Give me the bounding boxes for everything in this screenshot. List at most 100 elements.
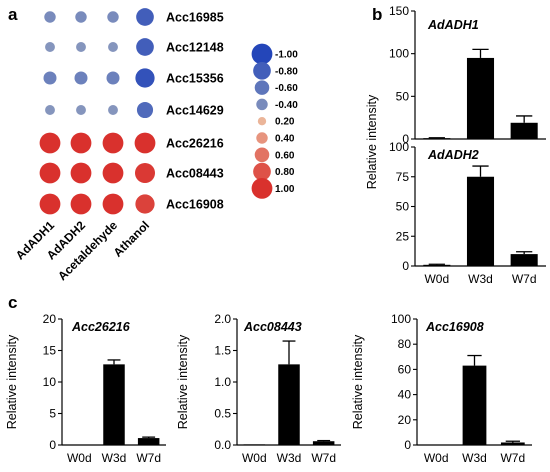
y-tick-label: 50 (396, 89, 410, 103)
y-tick-label: 2.0 (214, 312, 231, 326)
heatmap-dot (136, 38, 154, 56)
y-tick-label: 15 (43, 344, 57, 358)
heatmap-dot (39, 193, 61, 215)
heatmap-dot (70, 193, 92, 215)
legend-swatch (253, 162, 271, 181)
bar (510, 254, 538, 266)
x-tick-label: W7d (500, 451, 525, 465)
heatmap-row-label: Acc12148 (166, 41, 224, 55)
heatmap-dot (74, 71, 88, 85)
legend-label: 0.80 (275, 167, 295, 178)
bar-chart: 0 50 100 150 AdADH1 (389, 4, 546, 146)
bar (510, 122, 538, 139)
y-tick-label: 40 (398, 388, 412, 402)
heatmap-dot (108, 42, 118, 52)
y-tick-label: 80 (398, 337, 412, 351)
y-tick-label: 75 (396, 170, 410, 184)
panel-letter-c: c (8, 293, 17, 312)
bar (243, 444, 266, 445)
heatmap-dot (108, 105, 118, 115)
bar (466, 176, 495, 266)
y-tick-label: 0 (404, 438, 411, 452)
panel-letter-b: b (372, 5, 382, 24)
legend-swatch (251, 43, 273, 65)
y-tick-label: 20 (43, 312, 57, 326)
legend-swatch (256, 132, 268, 144)
x-tick-label: W0d (424, 451, 449, 465)
y-axis-label-panel-b: Relative intensity (365, 94, 379, 189)
heatmap-dot (135, 68, 155, 88)
bar (423, 264, 451, 266)
bar (278, 364, 300, 445)
legend-label: 0.60 (275, 150, 295, 161)
y-tick-label: 0 (49, 438, 56, 452)
y-tick-label: 10 (43, 375, 57, 389)
y-tick-label: 50 (396, 200, 410, 214)
y-tick-label: 150 (389, 4, 409, 18)
x-tick-label: W3d (277, 451, 302, 465)
heatmap-dot (39, 132, 61, 154)
heatmap-dot (135, 194, 155, 214)
bar (423, 138, 451, 139)
y-tick-label: 20 (398, 413, 412, 427)
x-tick-label: W0d (242, 451, 267, 465)
y-tick-label: 0 (402, 259, 409, 273)
y-tick-label: 60 (398, 362, 412, 376)
x-tick-label: W3d (102, 451, 127, 465)
heatmap-dot (102, 162, 124, 184)
chart-title: Acc16908 (425, 320, 484, 334)
legend-label: 1.00 (275, 184, 295, 195)
x-tick-label: W7d (512, 272, 537, 286)
bar (466, 57, 495, 139)
legend-label: -0.60 (275, 83, 298, 94)
heatmap-row-label: Acc16985 (166, 11, 224, 25)
x-tick-label: W3d (462, 451, 487, 465)
heatmap-dot (44, 11, 56, 23)
y-axis-label: Relative intensity (5, 334, 19, 429)
legend-label: 0.40 (275, 134, 295, 145)
heatmap-dot (70, 162, 92, 184)
legend-swatch (254, 80, 270, 95)
heatmap-dot (102, 132, 124, 154)
bar-chart: 0 5 10 15 20 W0d W3d W7d Acc26216 Relative intens… (5, 312, 166, 465)
heatmap-column-label: Athanol (111, 218, 152, 259)
heatmap-dot (107, 11, 119, 23)
y-tick-label: 1.5 (214, 344, 231, 358)
chart-title: Acc08443 (243, 320, 302, 334)
panel-letter-a: a (8, 5, 18, 24)
heatmap-dot (102, 193, 124, 215)
heatmap-dot (45, 42, 55, 52)
x-tick-label: W7d (311, 451, 336, 465)
chart-title: AdADH2 (427, 148, 479, 162)
x-tick-label: W0d (424, 272, 449, 286)
y-tick-label: 5 (49, 407, 56, 421)
legend-swatch (253, 61, 271, 80)
y-tick-label: 100 (389, 47, 409, 61)
heatmap-row-label: Acc15356 (166, 72, 224, 86)
bar-chart: 0 25 50 75 100 W0d W3d W7d AdADH2 (389, 140, 546, 286)
legend-swatch (257, 117, 267, 126)
chart-title: Acc26216 (71, 320, 131, 334)
heatmap-dot (70, 132, 92, 154)
y-axis-label: Relative intensity (351, 334, 365, 429)
legend-swatch (251, 178, 273, 199)
bar (462, 365, 487, 445)
bar-chart: 0.0 0.5 1.0 1.5 2.0 W0d W3d W7d Acc08443 Relative… (176, 312, 341, 465)
y-tick-label: 1.0 (214, 375, 231, 389)
dot-heatmap: Acc16985 Acc12148 Acc15356 Acc14629 Acc26216… (13, 8, 224, 283)
heatmap-dot (76, 105, 86, 115)
legend-label: -0.40 (275, 100, 298, 111)
heatmap-dot (134, 132, 156, 154)
heatmap-dot (45, 105, 55, 115)
y-tick-label: 25 (396, 229, 410, 243)
y-tick-label: 100 (389, 140, 409, 154)
legend-label: -0.80 (275, 66, 298, 77)
heatmap-dot (106, 71, 120, 85)
heatmap-row-label: Acc08443 (166, 167, 224, 181)
heatmap-dot (39, 162, 61, 184)
heatmap-dot (134, 162, 156, 184)
legend-label: 0.20 (275, 117, 295, 128)
heatmap-row-label: Acc16908 (166, 198, 224, 212)
